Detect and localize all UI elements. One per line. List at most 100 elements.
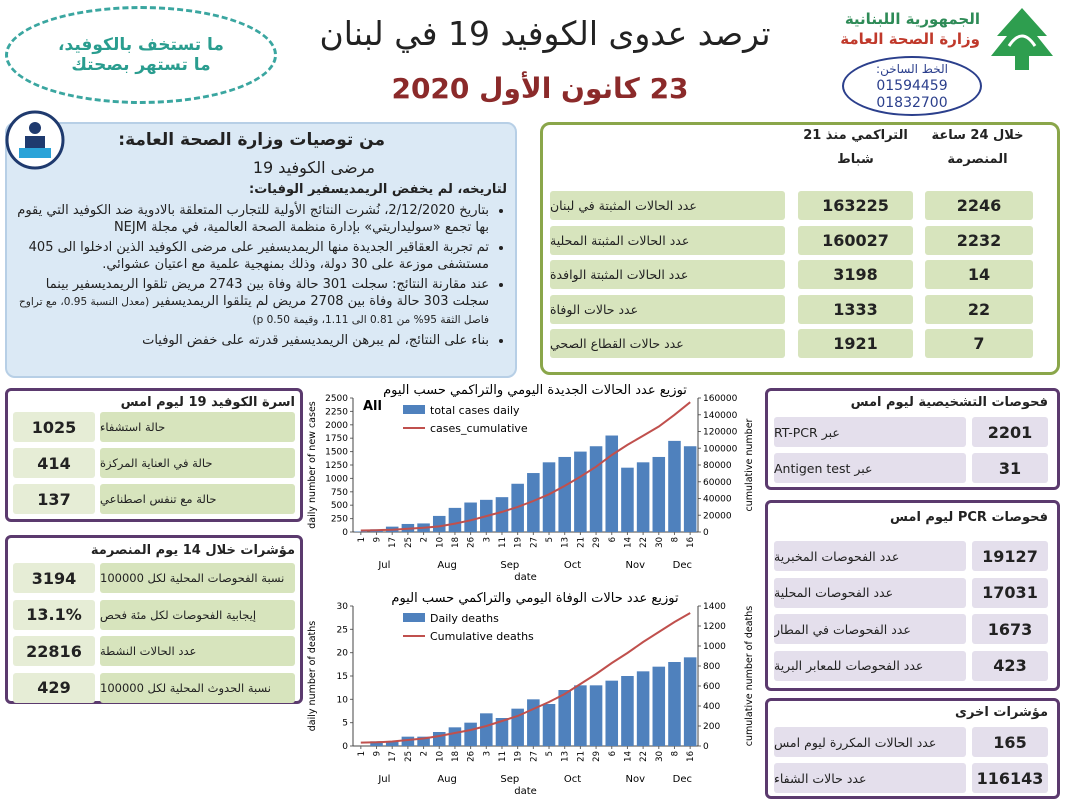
y-tick-label: 0: [342, 528, 348, 538]
y-tick-label: 2250: [325, 407, 348, 417]
row-value: 3198: [798, 260, 913, 289]
col-header: خلال 24 ساعة المنصرمة: [931, 128, 1024, 167]
bar: [636, 462, 650, 532]
bullet: تم تجربة العقاقير الجديدة منها الريمديسف…: [12, 239, 489, 273]
ministry-line: الجمهورية اللبنانية: [844, 10, 980, 28]
row-value: 3194: [13, 563, 95, 593]
row-label: عدد الحالات المكررة ليوم امس: [774, 727, 966, 757]
rec-subtitle: مرضى الكوفيد 19: [252, 158, 375, 177]
rec-title: من توصيات وزارة الصحة العامة:: [118, 130, 385, 150]
y-tick-label: 1750: [325, 434, 348, 444]
slogan-oval: ما تستخف بالكوفيد، ما تستهر بصحتك: [5, 6, 277, 104]
row-value: 165: [972, 727, 1048, 757]
y-tick-label: 250: [331, 515, 348, 525]
row-label: عدد الفحوصات في المطار: [774, 614, 966, 644]
y-tick-label: 30: [337, 602, 349, 612]
y-tick-label: 1250: [325, 461, 348, 471]
row-label: إيجابية الفحوصات لكل مئة فحص: [100, 599, 295, 630]
box-title: مؤشرات خلال 14 يوم المنصرمة: [90, 543, 295, 558]
y-tick-label: 15: [337, 672, 348, 682]
y2-axis-label: cumulative number: [744, 418, 755, 511]
deaths-chart: 0510152025300200400600800100012001400Dai…: [307, 591, 755, 797]
indicators-box: [5, 535, 303, 704]
x-tick-label: 27: [529, 751, 539, 762]
bar: [480, 713, 493, 746]
line: [360, 401, 691, 532]
box-title: مؤشرات اخرى: [955, 705, 1048, 720]
doctor-icon: [5, 110, 65, 170]
box-title: اسرة الكوفيد 19 ليوم امس: [120, 395, 295, 410]
month-label: Aug: [437, 774, 457, 785]
y-tick-label: 2000: [325, 421, 348, 431]
bullet-text: عند مقارنة النتائج: سجلت 301 حالة وفاة ب…: [45, 277, 489, 309]
x-tick-label: 16: [686, 537, 696, 548]
y2-tick-label: 1000: [703, 642, 726, 652]
bar: [558, 456, 571, 532]
y2-tick-label: 0: [703, 742, 709, 752]
y2-tick-label: 140000: [703, 411, 738, 421]
bar: [574, 685, 587, 746]
x-tick-label: 5: [545, 751, 555, 756]
x-tick-label: 3: [482, 751, 492, 756]
beds-box: [5, 388, 303, 522]
chart-annotation: All: [363, 399, 382, 414]
row-value: 137: [13, 484, 95, 514]
hotline-number: 01832700: [876, 95, 948, 111]
x-tick-label: 22: [639, 751, 649, 762]
row-value: 1025: [13, 412, 95, 442]
row-value: 1921: [798, 329, 913, 358]
x-tick-label: 25: [404, 537, 414, 548]
legend-label: Cumulative deaths: [430, 630, 534, 643]
row-value: 429: [13, 672, 95, 703]
row-value: 13.1%: [13, 599, 95, 630]
y-tick-label: 25: [337, 625, 348, 635]
legend-label: total cases daily: [430, 404, 520, 417]
row-value: 22816: [13, 636, 95, 666]
x-tick-label: 30: [655, 751, 665, 762]
bar: [605, 435, 619, 532]
x-tick-label: 18: [451, 537, 461, 548]
bar: [542, 462, 556, 532]
x-axis-label: date: [514, 786, 537, 797]
month-label: Sep: [500, 774, 519, 785]
summary-box: [540, 122, 1060, 375]
row-value: 160027: [798, 225, 913, 255]
slogan-line: ما تستخف بالكوفيد،: [58, 35, 224, 55]
bar: [385, 741, 399, 746]
y-tick-label: 750: [331, 488, 348, 498]
bullet: بناء على النتائج، لم يبرهن الريمديسفير ق…: [12, 332, 489, 349]
row-label: حالة استشفاء: [100, 412, 295, 442]
bar: [652, 456, 666, 532]
chart-title: توزيع عدد حالات الوفاة اليومي والتراكمي …: [391, 591, 679, 606]
row-value: 1333: [798, 294, 913, 324]
bar: [495, 497, 509, 532]
hotline-label: الخط الساخن:: [876, 62, 948, 76]
y-tick-label: 5: [342, 719, 348, 729]
month-label: Sep: [500, 560, 519, 571]
y2-tick-label: 100000: [703, 444, 738, 454]
y2-axis-label: cumulative number of deaths: [744, 606, 755, 747]
col-header: التراكمي منذ 21 شباط: [803, 128, 908, 167]
x-tick-label: 1: [357, 537, 367, 542]
month-label: Nov: [626, 774, 646, 785]
y-tick-label: 0: [342, 742, 348, 752]
y2-tick-label: 20000: [703, 511, 732, 521]
row-label: عدد الفحوصات المخبرية: [774, 541, 966, 571]
row-label: عدد الحالات المثبتة المحلية: [550, 225, 785, 255]
x-tick-label: 5: [545, 537, 555, 542]
x-tick-label: 27: [529, 537, 539, 548]
bullet-text: تم تجربة العقاقير الجديدة منها الريمديسف…: [28, 240, 489, 272]
x-tick-label: 22: [639, 537, 649, 548]
x-tick-label: 29: [592, 537, 602, 548]
bar: [448, 507, 462, 532]
x-tick-label: 26: [467, 751, 477, 762]
bullet-list: بتاريخ 2/12/2020، نُشرت النتائج الأولية …: [12, 202, 507, 349]
x-tick-label: 8: [670, 537, 680, 542]
bullet: عند مقارنة النتائج: سجلت 301 حالة وفاة ب…: [12, 276, 489, 329]
row-value: 1673: [972, 614, 1048, 644]
x-tick-label: 13: [561, 537, 571, 548]
x-tick-label: 18: [451, 751, 461, 762]
legend-swatch: [403, 405, 425, 414]
slogan-line: ما تستهر بصحتك: [71, 55, 211, 75]
